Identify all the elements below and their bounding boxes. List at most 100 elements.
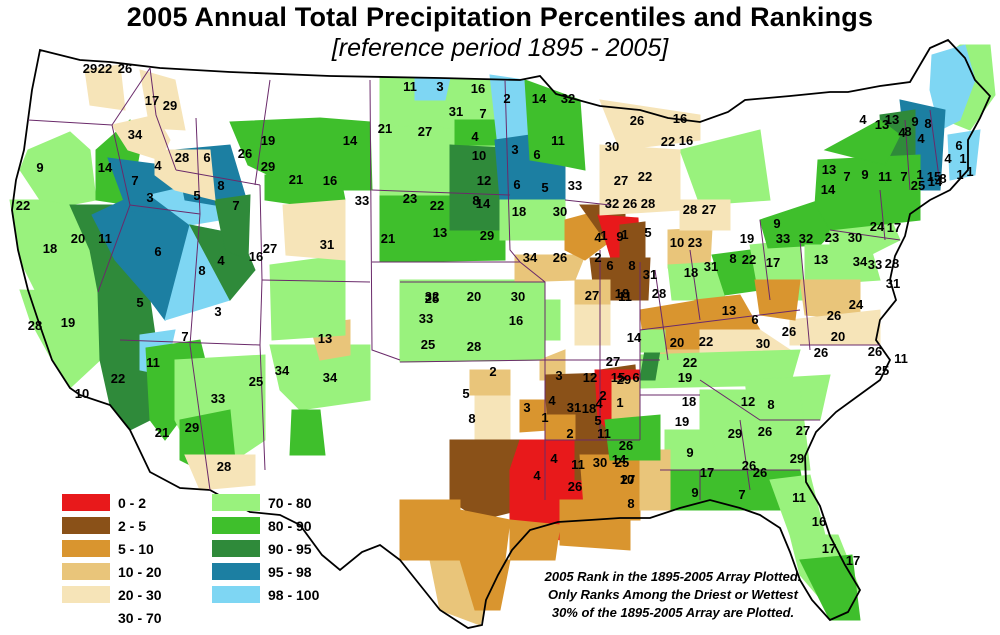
legend-swatch — [62, 586, 110, 603]
rank-label: 7 — [181, 329, 188, 344]
climate-division-25 — [289, 409, 326, 456]
rank-label: 14 — [612, 452, 627, 467]
rank-label: 1 — [541, 410, 548, 425]
climate-division-38 — [524, 79, 586, 171]
rank-label: 34 — [275, 363, 290, 378]
rank-label: 4 — [548, 393, 556, 408]
climate-division-33 — [414, 77, 451, 101]
rank-label: 20 — [670, 335, 684, 350]
footnote-line-2: Only Ranks Among the Driest or Wettest — [548, 587, 798, 602]
rank-label: 3 — [511, 142, 518, 157]
rank-label: 14 — [476, 196, 491, 211]
rank-label: 33 — [776, 231, 790, 246]
rank-label: 24 — [870, 219, 885, 234]
rank-label: 4 — [917, 131, 925, 146]
rank-label: 29 — [185, 420, 199, 435]
rank-label: 14 — [98, 160, 113, 175]
climate-division-92 — [399, 499, 461, 561]
rank-label: 8 — [217, 178, 224, 193]
rank-label: 4 — [154, 158, 162, 173]
rank-label: 16 — [673, 111, 687, 126]
rank-label: 1 — [956, 167, 963, 182]
legend-swatch — [212, 563, 260, 580]
rank-label: 26 — [619, 438, 633, 453]
rank-label: 28 — [683, 202, 697, 217]
rank-label: 14 — [343, 133, 358, 148]
climate-division-77 — [469, 369, 511, 396]
rank-label: 31 — [567, 400, 581, 415]
rank-label: 2 — [566, 426, 573, 441]
rank-label: 16 — [471, 81, 485, 96]
rank-label: 6 — [533, 147, 540, 162]
climate-division-87 — [459, 509, 511, 561]
state-border-6 — [149, 67, 177, 171]
state-border-7 — [175, 169, 261, 186]
climate-division-103 — [679, 129, 771, 206]
rank-label: 34 — [853, 254, 868, 269]
rank-label: 3 — [436, 79, 443, 94]
rank-label: 15 — [927, 169, 941, 184]
rank-label: 15 — [611, 370, 625, 385]
rank-label: 18 — [512, 204, 526, 219]
rank-label: 1 — [959, 151, 966, 166]
rank-label: 17 — [700, 465, 714, 480]
climate-division-23 — [184, 454, 256, 491]
climate-division-49 — [574, 304, 611, 346]
rank-label: 2 — [489, 364, 496, 379]
rank-label: 22 — [111, 371, 125, 386]
rank-label: 9 — [691, 485, 698, 500]
rank-label: 16 — [679, 133, 693, 148]
rank-label: 19 — [61, 315, 75, 330]
state-border-32 — [699, 379, 820, 421]
footnote: 2005 Rank in the 1895-2005 Array Plotted… — [508, 568, 838, 622]
rank-label: 23 — [688, 235, 702, 250]
rank-label: 29 — [83, 61, 97, 76]
rank-label: 5 — [644, 225, 651, 240]
rank-label: 19 — [261, 133, 275, 148]
legend-item: 20 - 30 — [62, 585, 162, 604]
rank-label: 30 — [593, 455, 607, 470]
rank-label: 9 — [36, 160, 43, 175]
rank-label: 8 — [767, 397, 774, 412]
legend-item: 0 - 2 — [62, 493, 146, 512]
rank-label: 4 — [594, 230, 602, 245]
state-border-1 — [27, 119, 113, 126]
rank-label: 16 — [249, 249, 263, 264]
state-border-37 — [904, 119, 911, 191]
rank-label: 29 — [480, 228, 494, 243]
rank-label: 16 — [812, 514, 826, 529]
rank-label: 1 — [600, 228, 607, 243]
rank-label: 26 — [630, 113, 644, 128]
rank-label: 26 — [568, 479, 582, 494]
legend-swatch — [212, 540, 260, 557]
rank-label: 3 — [146, 190, 153, 205]
rank-label: 10 — [620, 472, 634, 487]
rank-label: 25 — [421, 337, 435, 352]
state-border-15 — [369, 79, 401, 361]
state-border-38 — [829, 229, 901, 241]
rank-label: 13 — [722, 303, 736, 318]
rank-label: 25 — [911, 178, 925, 193]
rank-label: 30 — [848, 230, 862, 245]
state-border-12 — [259, 344, 266, 471]
state-border-8 — [259, 184, 263, 346]
state-border-14 — [254, 79, 271, 186]
rank-label: 8 — [729, 251, 736, 266]
legend-swatch — [62, 517, 110, 534]
rank-label: 2 — [599, 388, 606, 403]
legend-label: 70 - 80 — [268, 494, 312, 511]
rank-label: 27 — [418, 124, 432, 139]
rank-label: 17 — [822, 541, 836, 556]
legend-swatch — [62, 609, 110, 626]
rank-label: 4 — [217, 253, 225, 268]
rank-label: 1 — [966, 164, 973, 179]
rank-label: 5 — [462, 386, 469, 401]
rank-label: 3 — [555, 368, 562, 383]
rank-label: 27 — [585, 288, 599, 303]
state-border-5 — [195, 117, 201, 215]
climate-division-104 — [599, 99, 701, 151]
rank-label: 6 — [955, 138, 962, 153]
rank-label: 20 — [71, 231, 85, 246]
climate-division-1 — [19, 131, 97, 206]
